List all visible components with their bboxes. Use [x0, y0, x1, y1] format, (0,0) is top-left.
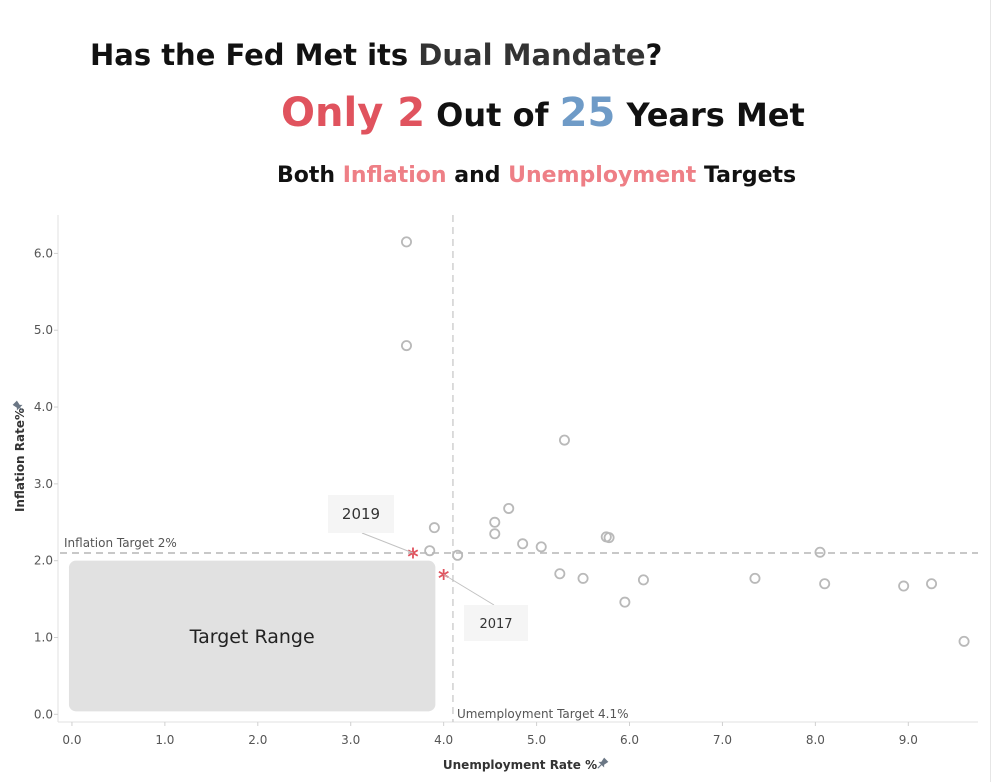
data-point	[400, 236, 412, 248]
data-point	[819, 578, 831, 590]
y-tick-label: 3.0	[34, 477, 53, 491]
y-tick-label: 4.0	[34, 400, 53, 414]
data-point	[637, 574, 649, 586]
target-range-box	[68, 560, 436, 712]
data-point	[535, 541, 547, 553]
y-tick-label: 6.0	[34, 246, 53, 260]
y-tick-label: 0.0	[34, 707, 53, 721]
x-tick-label: 5.0	[527, 733, 546, 747]
data-point	[958, 635, 970, 647]
inflation-target-label: Inflation Target 2%	[64, 536, 177, 550]
chart-subtitle-2: Both Inflation and Unemployment Targets	[277, 163, 796, 188]
callout-leader	[443, 574, 495, 606]
pin-shape	[597, 757, 609, 769]
pin-icon	[12, 400, 24, 412]
subtitle2-part: Both	[277, 163, 343, 188]
target-range: Target Range	[68, 560, 436, 712]
y-tick-label: 1.0	[34, 631, 53, 645]
title-part: ?	[645, 38, 663, 72]
callout-leader	[361, 532, 414, 554]
x-tick-label: 6.0	[620, 733, 639, 747]
data-point	[603, 532, 615, 544]
pin-shape	[12, 400, 24, 412]
data-point	[503, 502, 515, 514]
highlighted-points: 2019 2017	[328, 495, 528, 641]
title-dual-mandate: Dual Mandate	[418, 38, 646, 72]
x-tick-label: 8.0	[806, 733, 825, 747]
subtitle2-part: Targets	[696, 163, 797, 188]
callout-label: 2019	[342, 505, 380, 523]
x-tick-label: 4.0	[434, 733, 453, 747]
subtitle-part: Out of	[425, 96, 560, 134]
subtitle-part: Years Met	[615, 96, 805, 134]
axes: 0.0 1.0 2.0 3.0 4.0 5.0 6.0 7.0 8.0 9.0 0.0 1.0 2.0 3…	[12, 215, 978, 772]
subtitle-25: 25	[559, 90, 616, 136]
data-point	[452, 549, 464, 561]
subtitle2-part: and	[446, 163, 509, 188]
data-point	[554, 568, 566, 580]
callout-box	[328, 495, 394, 533]
data-point	[814, 546, 826, 558]
y-axis-title: Inflation Rate%	[13, 408, 27, 512]
data-point	[749, 572, 761, 584]
x-tick-label: 1.0	[155, 733, 174, 747]
y-tick-label: 2.0	[34, 554, 53, 568]
x-tick-label: 3.0	[341, 733, 360, 747]
title-part: Has the Fed Met its	[90, 38, 419, 72]
data-point	[898, 580, 910, 592]
pin-icon	[597, 757, 609, 769]
x-tick-label: 0.0	[62, 733, 81, 747]
x-tick-label: 7.0	[713, 733, 732, 747]
unemployment-target-label: Umemployment Target 4.1%	[457, 707, 629, 721]
data-point	[424, 545, 436, 557]
data-point	[558, 434, 570, 446]
y-tick-label: 5.0	[34, 323, 53, 337]
reference-lines: Inflation Target 2% Umemployment Target 4…	[60, 215, 978, 722]
pane-divider	[990, 0, 991, 782]
callout-box	[464, 605, 528, 641]
x-axis-title: Unemployment Rate %	[443, 758, 597, 772]
x-tick-label: 9.0	[899, 733, 918, 747]
data-points	[400, 236, 970, 647]
data-point	[428, 522, 440, 534]
subtitle-only-2: Only 2	[281, 90, 426, 136]
data-point	[400, 340, 412, 352]
data-point	[489, 528, 501, 540]
subtitle2-inflation: Inflation	[342, 163, 447, 188]
chart-title: Has the Fed Met its Dual Mandate?	[90, 38, 662, 72]
subtitle2-unemployment: Unemployment	[508, 163, 697, 188]
target-range-label: Target Range	[189, 626, 315, 648]
chart-subtitle: Only 2 Out of 25 Years Met	[281, 90, 805, 136]
data-point	[619, 596, 631, 608]
data-point	[489, 516, 501, 528]
data-point	[926, 578, 938, 590]
data-point	[577, 572, 589, 584]
x-tick-label: 2.0	[248, 733, 267, 747]
callout-label: 2017	[479, 617, 512, 632]
data-point	[517, 538, 529, 550]
